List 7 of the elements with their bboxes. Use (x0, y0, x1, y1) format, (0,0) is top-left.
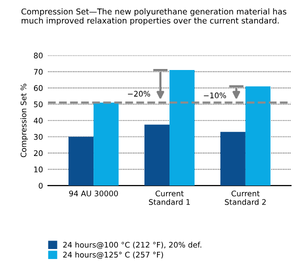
bar (144, 124, 170, 186)
bar (245, 86, 270, 186)
bar (68, 136, 94, 186)
bar (170, 70, 195, 186)
bar (94, 102, 119, 186)
bar (220, 132, 246, 186)
chart-title: Compression Set—The new polyurethane generation material has much improved relaxation properties over the current standard. (21, 8, 286, 26)
